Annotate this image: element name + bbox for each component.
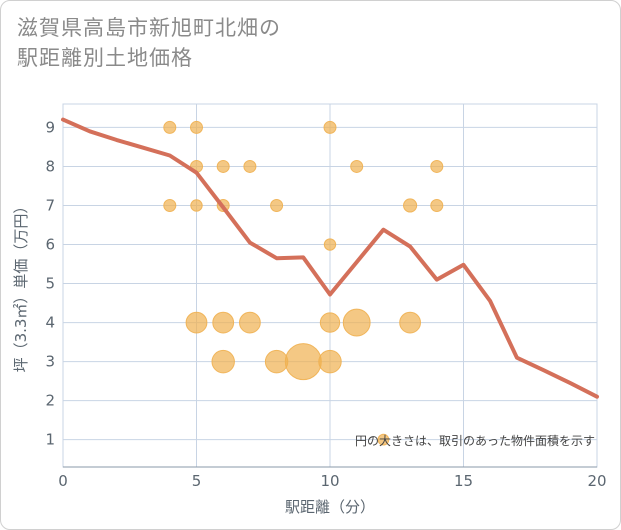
y-tick-label: 7	[45, 196, 55, 214]
bubble-point	[284, 343, 322, 381]
bubble-point	[185, 311, 208, 334]
y-tick-label: 6	[45, 236, 55, 254]
size-annotation: 円の大きさは、取引のあった物件面積を示す	[355, 433, 595, 448]
chart-title: 滋賀県高島市新旭町北畑の 駅距離別土地価格	[17, 13, 281, 73]
bubble-point	[323, 120, 337, 134]
y-tick-label: 2	[45, 392, 55, 410]
y-tick-label: 9	[45, 118, 55, 136]
average-price-line	[61, 117, 599, 399]
y-tick-label: 4	[45, 314, 55, 332]
chart-title-line-2: 駅距離別土地価格	[17, 46, 193, 70]
chart-title-line-1: 滋賀県高島市新旭町北畑の	[17, 16, 281, 40]
y-tick-label: 1	[45, 431, 55, 449]
bubble-point	[318, 349, 342, 374]
bubble-point	[430, 159, 444, 173]
x-tick-label: 0	[58, 472, 68, 490]
x-tick-label: 10	[320, 472, 339, 490]
bubble-point	[190, 199, 203, 212]
bubble-point	[212, 311, 235, 334]
x-tick-label: 5	[192, 472, 202, 490]
bubble-point	[270, 198, 284, 212]
bubble-point	[403, 198, 418, 213]
bubble-point	[239, 311, 261, 334]
bubble-series	[163, 120, 444, 446]
y-tick-label: 5	[45, 275, 55, 293]
bubble-point	[216, 159, 230, 173]
y-tick-label: 3	[45, 353, 55, 371]
bubble-point	[163, 120, 177, 134]
bubble-point	[323, 238, 337, 251]
bubble-point	[264, 349, 289, 374]
bubble-point	[399, 311, 421, 334]
average-line-series	[61, 117, 599, 399]
bubble-point	[350, 159, 364, 173]
y-tick-label: 8	[45, 157, 55, 175]
axis-ticks: 0 5 10 15 20 1 2 3 4 5 6 7 8 9	[45, 118, 606, 490]
x-tick-label: 20	[587, 472, 606, 490]
bubble-point	[319, 312, 341, 333]
bubble-point	[377, 433, 390, 446]
grid-lines	[62, 103, 598, 468]
bubble-point	[163, 198, 177, 212]
bubble-point	[430, 198, 444, 212]
x-axis-label: 駅距離（分）	[285, 498, 375, 516]
y-axis-label: 坪（3.3㎡）単価（万円）	[12, 199, 30, 373]
bubble-point	[190, 120, 203, 134]
bubble-point	[243, 159, 257, 173]
x-tick-label: 15	[454, 472, 473, 490]
bubble-point	[211, 349, 235, 374]
bubble-point	[342, 308, 371, 337]
